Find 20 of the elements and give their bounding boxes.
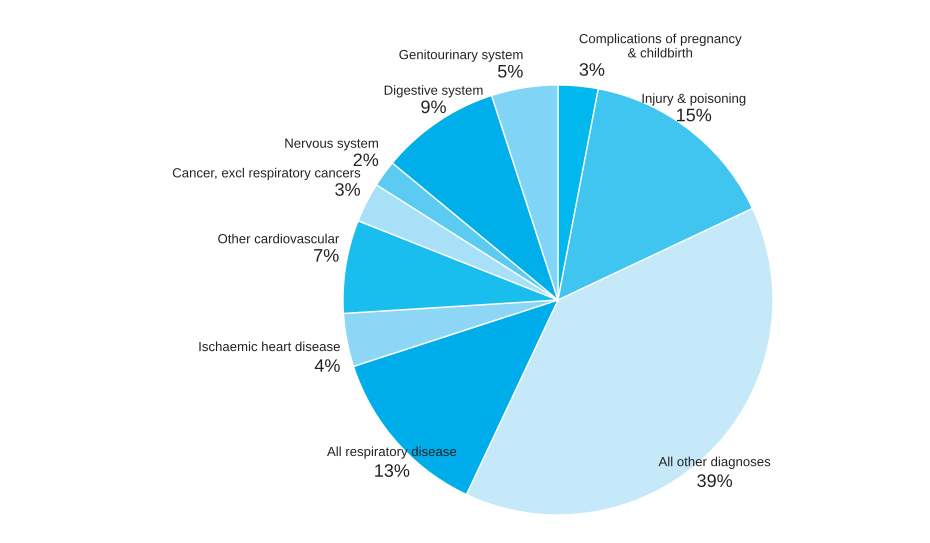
slice-label: All other diagnoses [658,456,770,469]
slice-label: Digestive system [384,85,482,98]
slice-label: Other cardiovascular [218,234,340,244]
data-label: 2% [354,153,378,166]
data-label: 13% [375,464,410,477]
slice-label: Genitourinary system [399,50,522,62]
slice-label: Complications of pregnancy & childbirth [580,34,742,58]
data-label: 7% [314,249,339,262]
slice-label: Injury & poisoning [642,93,746,106]
data-label: 9% [421,100,446,114]
data-label: 5% [498,64,523,78]
slice-label: Ischaemic heart disease [199,342,340,352]
data-label: 3% [335,183,360,196]
data-label: 39% [697,474,732,488]
data-label: 3% [580,63,604,76]
data-label: 15% [677,108,712,122]
slice-label: All respiratory disease [326,446,456,459]
slice-label: Cancer, excl respiratory cancers [172,168,360,180]
data-label: 4% [314,359,340,372]
slice-label: Nervous system [285,138,378,150]
